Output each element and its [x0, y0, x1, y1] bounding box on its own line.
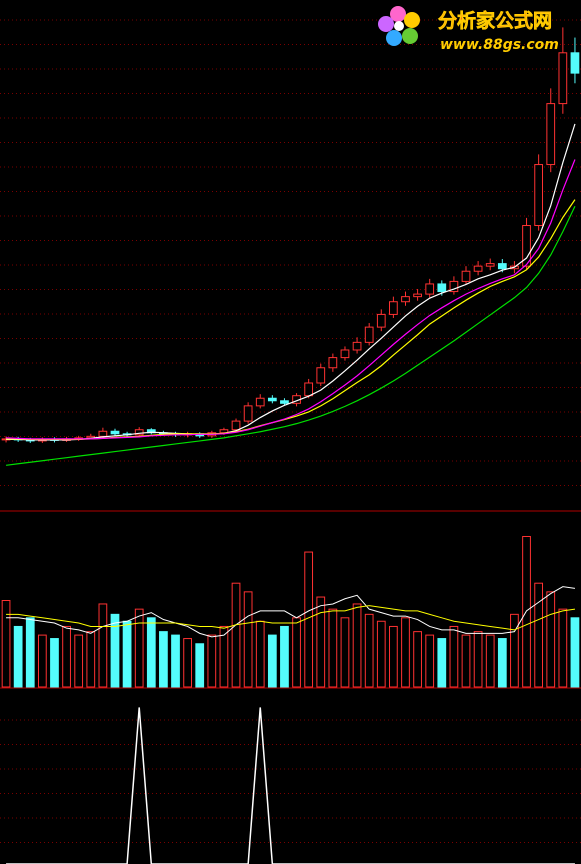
logo-petal [378, 16, 394, 32]
volume-bar [340, 617, 350, 688]
watermark-title: 分析家公式网 [438, 9, 552, 32]
candle-body [401, 296, 410, 303]
candle-body [389, 301, 398, 315]
watermark: 分析家公式网 www.88gs.com [378, 6, 559, 53]
logo-petal [404, 12, 420, 28]
candle-body [570, 52, 580, 74]
candle-body [243, 405, 253, 422]
volume-bar [62, 625, 71, 688]
candle-body [449, 280, 459, 293]
candle-body [425, 283, 435, 295]
candle-body [134, 429, 144, 436]
volume-bar [364, 613, 374, 688]
logo [378, 6, 420, 46]
volume-bar [183, 638, 192, 688]
volume-bar [352, 603, 362, 688]
candle-body [522, 225, 531, 267]
grid [0, 19, 581, 843]
candle-body [461, 270, 471, 282]
volume-bar [195, 643, 205, 688]
candle-body [98, 430, 108, 437]
volume-bar [376, 620, 386, 688]
volume-bar [98, 603, 108, 688]
logo-center [394, 21, 404, 31]
volume-bar [74, 634, 84, 688]
volume-bar [534, 582, 544, 688]
volume-bar [425, 634, 435, 688]
volume-bar [570, 617, 580, 688]
candle-body [558, 52, 568, 105]
candle-body [255, 397, 265, 407]
moving-average [6, 159, 576, 440]
volume-bar [267, 634, 277, 688]
candle-body [546, 103, 556, 166]
candle-body [340, 349, 350, 359]
volume-bar [449, 625, 459, 688]
watermark-url: www.88gs.com [440, 37, 559, 53]
logo-petal [386, 30, 402, 46]
volume-bar [219, 625, 229, 688]
volume-bar [497, 638, 507, 688]
moving-average [5, 205, 576, 466]
candle-body [110, 430, 120, 435]
logo-petal [402, 28, 418, 44]
volume-bar [243, 591, 253, 688]
volume-bar [134, 608, 144, 688]
volume-bar [304, 551, 314, 688]
candle-body [534, 164, 544, 227]
volume-bar [413, 631, 422, 688]
volume-bar [461, 634, 471, 688]
volume-bar [316, 596, 326, 688]
volume-bar [473, 631, 483, 688]
volume-bar [37, 634, 47, 688]
volume-bar [110, 613, 120, 688]
candle-body [413, 293, 422, 298]
volume-bar [231, 582, 241, 688]
volume-bar [86, 631, 96, 688]
volume-bar [255, 620, 265, 688]
volume-bar [146, 617, 156, 688]
volume-bar [558, 608, 568, 688]
candle-body [364, 326, 374, 343]
volume-bar [13, 625, 23, 688]
volume-bar [401, 617, 410, 688]
volume-bar [292, 617, 301, 688]
candle-body [376, 313, 386, 328]
volume-bar [437, 638, 447, 688]
candle-body [352, 341, 362, 351]
volume-bar [159, 631, 168, 688]
volume-bar [280, 625, 289, 688]
moving-average [6, 123, 576, 441]
candle-body [437, 283, 447, 293]
volume-bar [171, 634, 180, 688]
candle-body [231, 420, 241, 431]
volume-bar [122, 620, 132, 688]
candle-body [485, 263, 495, 267]
volume-bar [50, 638, 59, 688]
volume-bar [25, 617, 35, 688]
volume-bar [485, 634, 495, 688]
candle-body [497, 263, 507, 270]
volume-bar [1, 600, 11, 688]
candle-body [316, 367, 326, 384]
volume-average [6, 586, 576, 638]
volume-average [6, 605, 576, 631]
candle-body [267, 397, 277, 402]
candle-body [304, 382, 314, 397]
volume-bar [207, 634, 217, 688]
logo-petal [390, 6, 406, 22]
volume-bar [510, 613, 519, 688]
candle-body [473, 265, 483, 272]
candle-body [280, 400, 289, 404]
volume-bar [546, 591, 556, 688]
marks [1, 27, 580, 864]
candle-body [328, 357, 338, 369]
volume-bar [328, 608, 338, 688]
volume-bar [389, 625, 398, 688]
